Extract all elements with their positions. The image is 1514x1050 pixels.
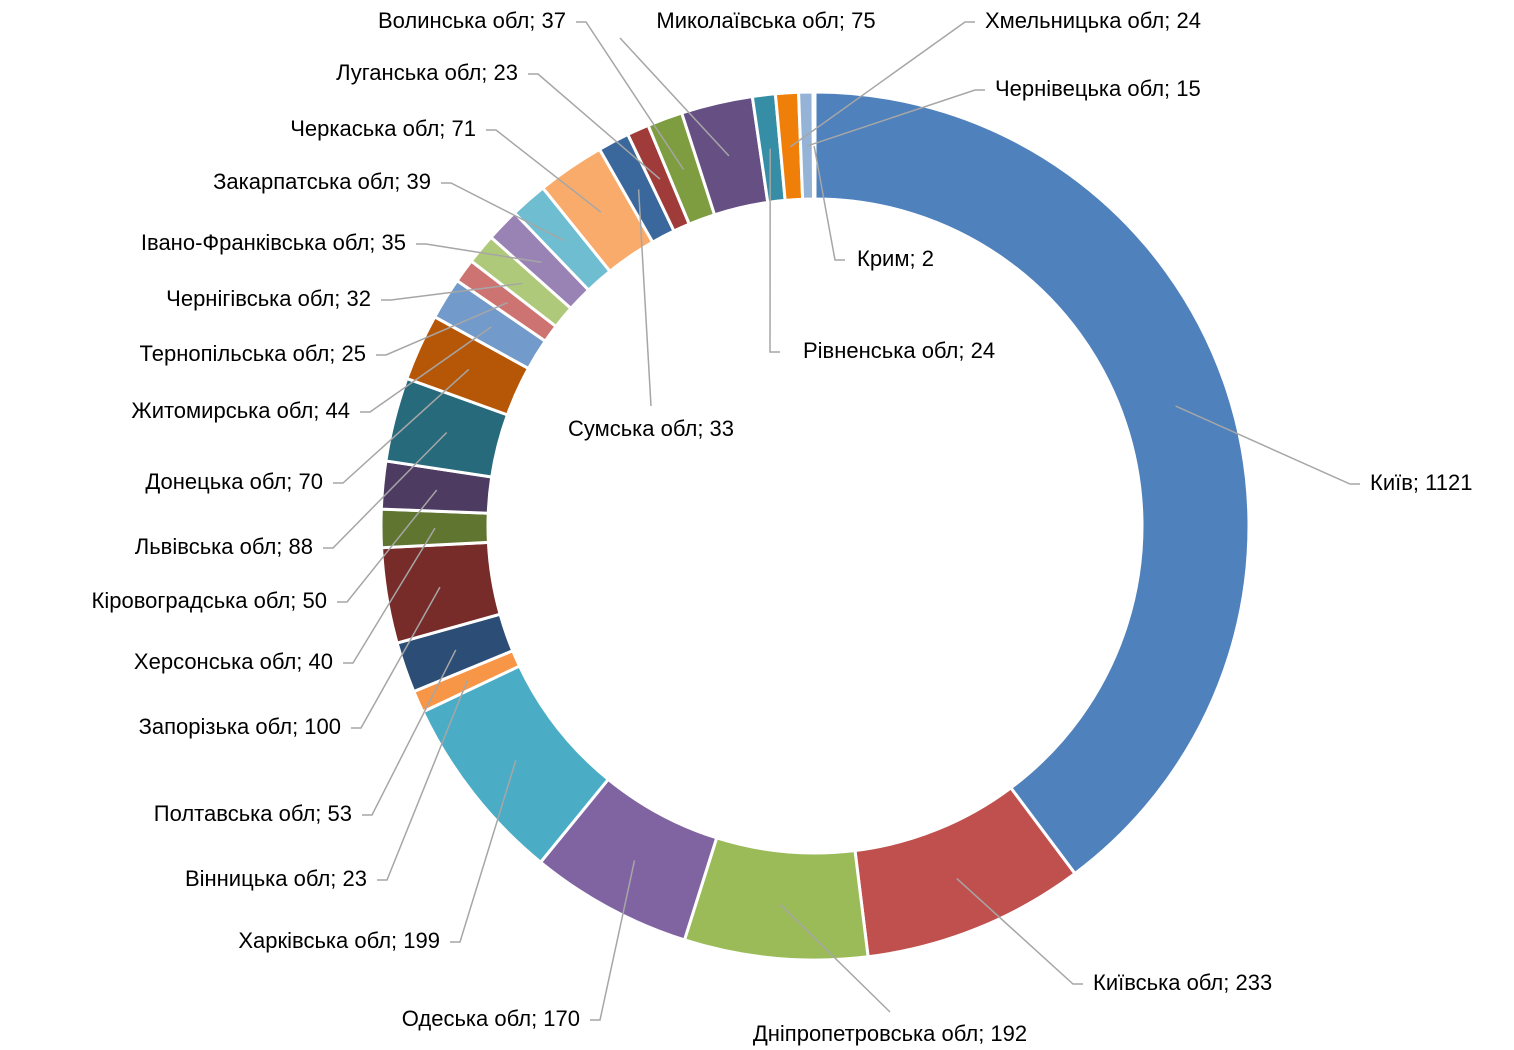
leader-line xyxy=(486,129,602,213)
leader-line xyxy=(351,586,441,729)
leader-line xyxy=(323,431,448,549)
data-label: Полтавська обл; 53 xyxy=(154,801,352,826)
leader-line xyxy=(416,243,542,264)
data-label: Київська обл; 233 xyxy=(1093,970,1272,995)
leader-line xyxy=(790,21,975,148)
leader-line xyxy=(333,368,470,484)
data-label: Хмельницька обл; 24 xyxy=(985,8,1201,33)
leader-line xyxy=(1175,405,1360,485)
data-label: Запорізька обл; 100 xyxy=(139,714,341,739)
leader-line xyxy=(362,649,457,816)
leader-line xyxy=(769,148,780,353)
leader-line xyxy=(343,527,436,664)
leader-line xyxy=(813,145,845,261)
data-label: Дніпропетровська обл; 192 xyxy=(753,1021,1027,1046)
data-label: Кіровоградська обл; 50 xyxy=(92,588,327,613)
leader-line xyxy=(337,489,438,603)
leader-line xyxy=(576,21,685,170)
leader-line xyxy=(637,189,652,407)
data-label: Сумська обл; 33 xyxy=(568,416,734,441)
data-label: Тернопільська обл; 25 xyxy=(140,341,366,366)
data-label: Закарпатська обл; 39 xyxy=(213,169,431,194)
donut-segment xyxy=(811,90,817,201)
leader-line xyxy=(779,903,891,1013)
leader-line xyxy=(376,301,508,356)
leader-line xyxy=(360,326,492,413)
data-label: Одеська обл; 170 xyxy=(402,1006,580,1031)
data-label: Луганська обл; 23 xyxy=(336,60,518,85)
leader-line xyxy=(377,679,469,881)
data-label: Київ; 1121 xyxy=(1370,470,1472,495)
donut-segment xyxy=(813,90,1251,876)
data-label: Харківська обл; 199 xyxy=(238,928,440,953)
data-label: Рівненська обл; 24 xyxy=(803,338,995,363)
data-label: Донецька обл; 70 xyxy=(145,469,323,494)
leader-line xyxy=(381,282,523,301)
data-label: Крим; 2 xyxy=(857,246,934,271)
data-label: Вінницька обл; 23 xyxy=(185,866,367,891)
data-label: Житомирська обл; 44 xyxy=(131,398,350,423)
leader-line xyxy=(956,877,1083,985)
leader-line xyxy=(441,182,565,242)
data-label: Львівська обл; 88 xyxy=(135,534,313,559)
leader-line xyxy=(590,860,636,1021)
data-label: Івано-Франківська обл; 35 xyxy=(141,230,406,255)
donut-segment xyxy=(796,90,816,201)
data-label: Херсонська обл; 40 xyxy=(134,649,333,674)
leader-line xyxy=(806,89,985,147)
data-label: Волинська обл; 37 xyxy=(378,8,566,33)
data-label: Чернігівська обл; 32 xyxy=(166,286,371,311)
data-label: Черкаська обл; 71 xyxy=(290,116,476,141)
leader-line xyxy=(619,37,730,157)
data-label: Миколаївська обл; 75 xyxy=(656,8,875,33)
leader-line xyxy=(450,760,517,943)
data-label: Чернівецька обл; 15 xyxy=(995,76,1201,101)
leader-line xyxy=(528,73,661,180)
